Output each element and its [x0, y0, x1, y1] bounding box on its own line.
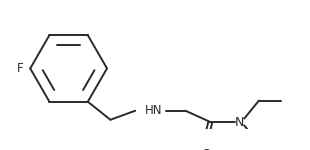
Text: HN: HN [145, 104, 162, 117]
Text: F: F [17, 62, 24, 75]
Text: N: N [235, 116, 244, 129]
Text: O: O [201, 148, 211, 150]
